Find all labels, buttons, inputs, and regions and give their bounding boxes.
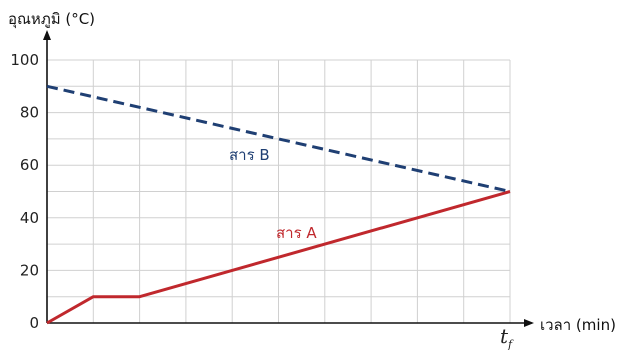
x-end-label-main: t [500,324,509,348]
y-tick-label: 80 [20,104,39,122]
y-tick-label: 0 [29,314,39,332]
x-end-label: tf [500,324,514,350]
x-axis-title: เวลา (min) [540,316,616,334]
y-tick-labels: 0 20 40 60 80 100 [10,51,39,332]
y-tick-label: 60 [20,156,39,174]
y-tick-label: 100 [10,51,39,69]
x-end-label-subscript: f [507,338,514,350]
series-line-b [46,84,511,193]
axes [43,30,534,327]
series-label-a: สาร A [276,224,317,242]
series-line-a [46,190,511,325]
series-label-b: สาร B [229,146,270,164]
y-tick-label: 40 [20,209,39,227]
series-lines [46,84,511,325]
annotations: สาร A สาร B [229,146,317,242]
y-tick-label: 20 [20,261,39,279]
grid [46,59,511,324]
y-axis-title: อุณหภูมิ (°C) [8,10,95,29]
